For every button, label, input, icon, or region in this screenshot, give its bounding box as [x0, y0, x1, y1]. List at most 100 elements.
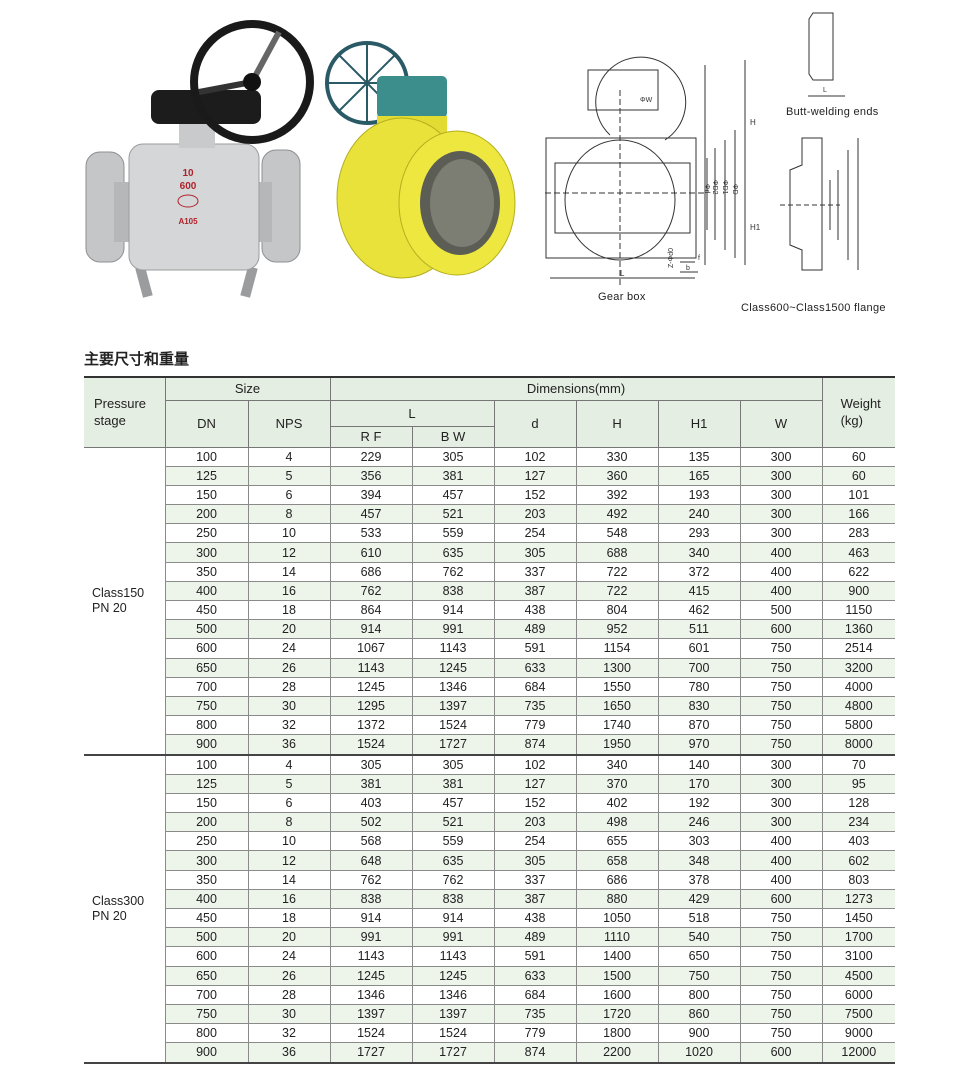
table-row: 250 10 568 559 254 655 303 400 403	[84, 831, 896, 852]
cell-nps: 10	[247, 523, 331, 544]
cell-nps: 8	[247, 812, 331, 833]
cell-h1: 462	[657, 599, 741, 621]
cell-d: 489	[493, 619, 577, 640]
cell-weight: 3100	[821, 946, 896, 967]
cell-h: 1110	[575, 927, 659, 948]
table-row: 350 14 762 762 337 686 378 400 803	[84, 869, 896, 890]
table-row: 750 30 1397 1397 735 1720 860 750 7500	[84, 1003, 896, 1025]
cell-l-bw: 1245	[411, 965, 495, 986]
cell-w: 400	[739, 850, 823, 871]
cell-nps: 6	[247, 792, 331, 814]
cell-h1: 540	[657, 927, 741, 948]
cell-h1: 750	[657, 965, 741, 986]
cell-d: 203	[493, 504, 577, 525]
cell-l-bw: 1727	[411, 1042, 495, 1063]
cell-d: 102	[493, 754, 577, 775]
cell-h: 688	[575, 542, 659, 563]
cell-h1: 429	[657, 888, 741, 910]
cell-l-rf: 914	[329, 619, 413, 640]
cell-w: 300	[739, 504, 823, 525]
cell-l-rf: 864	[329, 599, 413, 621]
cell-d: 735	[493, 695, 577, 717]
dim-d2: ΦD2	[711, 180, 718, 195]
cell-l-rf: 1245	[329, 676, 413, 697]
cell-nps: 30	[247, 1003, 331, 1025]
cell-w: 600	[739, 1042, 823, 1063]
cell-w: 300	[739, 484, 823, 506]
grey-ball-valve-image: 10 600 A105	[85, 20, 314, 298]
cell-weight: 8000	[821, 734, 896, 755]
cell-dn: 350	[164, 561, 249, 582]
cell-dn: 650	[164, 965, 249, 986]
cell-w: 300	[739, 465, 823, 486]
table-row: 800 32 1524 1524 779 1800 900 750 9000	[84, 1023, 896, 1044]
valve-marking-600: 600	[180, 181, 197, 192]
cell-weight: 95	[821, 773, 896, 794]
cell-w: 750	[739, 927, 823, 948]
cell-nps: 18	[247, 907, 331, 929]
cell-dn: 450	[164, 907, 249, 929]
table-row: 500 20 914 991 489 952 511 600 1360	[84, 619, 896, 640]
cell-w: 300	[739, 523, 823, 544]
cell-w: 300	[739, 754, 823, 775]
table-row: 200 8 457 521 203 492 240 300 166	[84, 504, 896, 525]
cell-l-bw: 305	[411, 754, 495, 775]
cell-nps: 5	[247, 773, 331, 794]
cell-l-bw: 991	[411, 619, 495, 640]
dim-z-d0: Z-Φd0	[668, 248, 675, 268]
cell-weight: 803	[821, 869, 896, 890]
table-row: Class300 PN 20 100 4 305 305 102 340 140 300 70	[84, 754, 896, 1063]
table-row: 700 28 1245 1346 684 1550 780 750 4000	[84, 676, 896, 697]
cell-h: 1550	[575, 676, 659, 697]
cell-h: 548	[575, 523, 659, 544]
cell-l-rf: 648	[329, 850, 413, 871]
cell-l-rf: 838	[329, 888, 413, 910]
cell-h: 1650	[575, 695, 659, 717]
cell-h1: 511	[657, 619, 741, 640]
header-nps: NPS	[247, 399, 331, 448]
header-h: H	[575, 399, 659, 448]
cell-w: 750	[739, 965, 823, 986]
cell-dn: 750	[164, 1003, 249, 1025]
cell-nps: 26	[247, 657, 331, 678]
cell-l-rf: 568	[329, 831, 413, 852]
cell-h: 1500	[575, 965, 659, 986]
cell-h1: 170	[657, 773, 741, 794]
header-rf: R F	[329, 425, 413, 448]
pressure-stage-cell: Class300 PN 20	[84, 754, 166, 1063]
cell-h: 722	[575, 580, 659, 602]
valve-marking-10: 10	[182, 168, 194, 179]
table-row: 400 16 762 838 387 722 415 400 900	[84, 580, 896, 602]
table-row: 650 26 1245 1245 633 1500 750 750 4500	[84, 965, 896, 986]
table-row: 400 16 838 838 387 880 429 600 1273	[84, 888, 896, 910]
cell-dn: 125	[164, 773, 249, 794]
cell-weight: 1700	[821, 927, 896, 948]
cell-d: 684	[493, 984, 577, 1005]
cell-h: 658	[575, 850, 659, 871]
cell-l-bw: 1524	[411, 715, 495, 736]
cell-w: 750	[739, 638, 823, 659]
cell-nps: 24	[247, 946, 331, 967]
cell-d: 152	[493, 792, 577, 814]
cell-weight: 900	[821, 580, 896, 602]
dimensions-weight-table: Pressure stage Size Dimensions(mm) Weight…	[84, 376, 896, 1064]
table-row: 900 36 1524 1727 874 1950 970 750 8000	[84, 734, 896, 755]
cell-h1: 870	[657, 715, 741, 736]
cell-weight: 622	[821, 561, 896, 582]
cell-l-bw: 521	[411, 812, 495, 833]
table-row: 600 24 1067 1143 591 1154 601 750 2514	[84, 638, 896, 659]
cell-d: 305	[493, 850, 577, 871]
table-row: 700 28 1346 1346 684 1600 800 750 6000	[84, 984, 896, 1005]
cell-d: 779	[493, 715, 577, 736]
cell-dn: 800	[164, 715, 249, 736]
dim-w: ΦW	[640, 97, 653, 104]
cell-w: 750	[739, 984, 823, 1005]
dg-logo-icon	[177, 194, 199, 208]
cell-l-rf: 991	[329, 927, 413, 948]
dim-big-d: ΦD	[731, 184, 738, 195]
cell-weight: 602	[821, 850, 896, 871]
table-row: 300 12 648 635 305 658 348 400 602	[84, 850, 896, 871]
cell-nps: 32	[247, 1023, 331, 1044]
cell-h: 1300	[575, 657, 659, 678]
cell-weight: 1273	[821, 888, 896, 910]
